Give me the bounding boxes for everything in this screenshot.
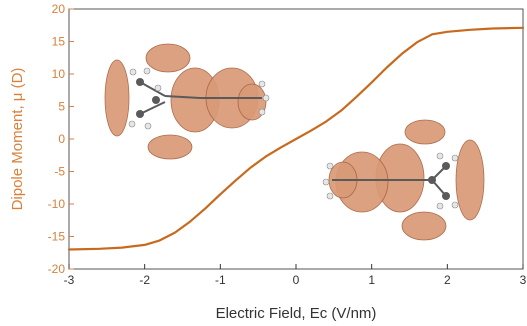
y-tick-label: 20 bbox=[52, 2, 66, 16]
y-tick-label: -20 bbox=[48, 262, 66, 276]
dipole-curve-series bbox=[67, 26, 525, 251]
y-axis-title: Dipole Moment, μ (D) bbox=[9, 68, 26, 211]
x-axis-ticks: -3 -2 -1 0 1 2 3 bbox=[64, 264, 527, 287]
y-tick-label: 5 bbox=[58, 100, 65, 114]
x-tick-label: 1 bbox=[368, 273, 375, 287]
y-tick-label: 15 bbox=[52, 35, 66, 49]
x-axis-title: Electric Field, Ec (V/nm) bbox=[216, 305, 377, 322]
x-tick-label: -2 bbox=[139, 273, 150, 287]
x-tick-label: 3 bbox=[520, 273, 527, 287]
molecule-orbital-lower-right bbox=[322, 119, 485, 241]
molecule-orbital-upper-left bbox=[104, 43, 270, 160]
y-tick-label: -15 bbox=[48, 230, 66, 244]
y-tick-label: 10 bbox=[52, 67, 66, 81]
x-tick-label: -1 bbox=[215, 273, 226, 287]
x-tick-label: -3 bbox=[64, 273, 75, 287]
y-tick-label: -5 bbox=[54, 165, 65, 179]
x-tick-label: 0 bbox=[293, 273, 300, 287]
y-tick-label: -10 bbox=[48, 197, 66, 211]
y-tick-label: 0 bbox=[58, 132, 65, 146]
y-axis-ticks: 20 15 10 5 0 -5 -10 -15 -20 bbox=[48, 2, 74, 276]
x-tick-label: 2 bbox=[444, 273, 451, 287]
